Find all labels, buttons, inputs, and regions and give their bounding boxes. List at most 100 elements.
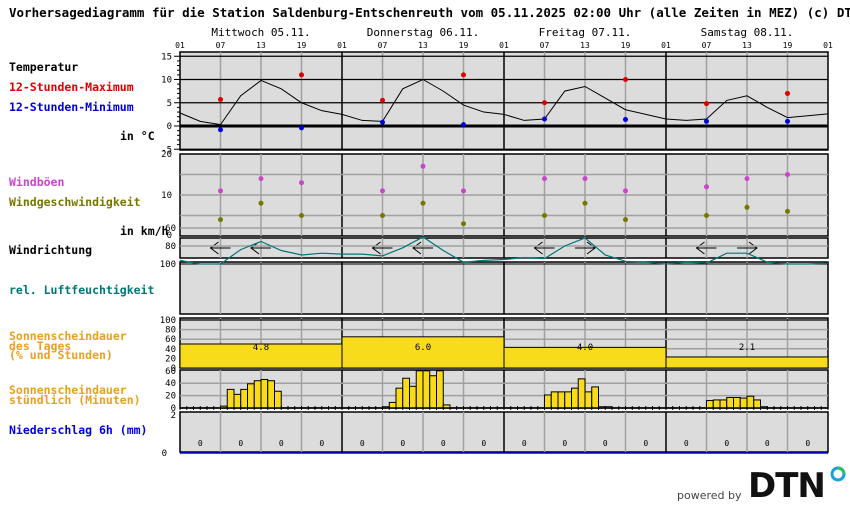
sun-hour-ytick: 40 [165, 379, 176, 389]
sun-hour-bar [571, 387, 579, 409]
sun-hour-bar [739, 397, 748, 409]
hour-tick: 01 [823, 41, 833, 50]
precip-value: 0 [805, 439, 810, 448]
arrow-left-icon [695, 241, 717, 255]
gust-marker [623, 188, 628, 194]
humidity-ytick: 60 [165, 224, 176, 234]
sun-hour-bar [733, 396, 741, 409]
min-marker [542, 116, 547, 122]
label-sun-hour-2: stündlich (Minuten) [9, 393, 141, 407]
label-sun-day-2: des Tages [9, 339, 72, 353]
arrow-left-icon [209, 241, 231, 255]
temp-ytick: 0 [167, 122, 172, 132]
min-marker [461, 122, 466, 128]
sun-hour-bar [712, 399, 721, 409]
label-humidity: rel. Luftfeuchtigkeit [9, 283, 155, 297]
speed-marker [704, 213, 709, 218]
sun-hour-bar [726, 396, 734, 409]
max-marker [704, 101, 709, 107]
speed-marker [380, 213, 385, 218]
sun-hour-bar [706, 400, 714, 409]
hour-tick: 19 [621, 41, 631, 50]
precip-ytick: 0 [162, 449, 167, 459]
sun-hour-bar [544, 394, 552, 409]
arrow-left-icon [412, 241, 433, 255]
gust-marker [785, 172, 790, 177]
sun-day-bar [179, 343, 343, 369]
hour-tick: 19 [297, 41, 307, 50]
sun-hour-bar [402, 377, 410, 409]
sun-hour-bar [409, 385, 417, 409]
precip-value: 0 [441, 439, 446, 448]
sun-hour-bar [274, 390, 282, 409]
sun-day-ytick: 60 [165, 335, 176, 345]
label-sun-day-1: Sonnenscheindauer [9, 329, 127, 343]
wind-ytick: 10 [161, 191, 172, 201]
arrow-right-icon [737, 241, 758, 255]
humidity-ytick: 100 [160, 260, 176, 270]
sun-hour-bar [240, 388, 248, 409]
gust-marker [218, 188, 223, 194]
sun-hour-ytick: 0 [171, 404, 176, 414]
humidity-ytick: 80 [165, 242, 176, 252]
gust-marker [258, 176, 264, 182]
speed-marker [461, 221, 466, 227]
max-marker [380, 97, 385, 103]
gust-marker [420, 163, 426, 169]
hour-tick: 13 [418, 41, 428, 50]
arrow-left-icon [371, 241, 393, 255]
sun-hour-bar [577, 378, 586, 409]
label-min12: 12-Stunden-Minimum [9, 100, 134, 114]
max-marker [623, 77, 628, 82]
min-marker [623, 116, 628, 122]
max-marker [299, 72, 304, 78]
hour-tick: 19 [459, 41, 469, 50]
speed-marker [258, 200, 264, 206]
sun-day-ytick: 20 [165, 354, 176, 364]
sun-hour-bar [422, 370, 431, 409]
sun-hour-bar [388, 401, 397, 409]
temperature-line [179, 78, 829, 126]
min-marker [218, 127, 223, 133]
sun-day-bar [665, 356, 829, 369]
sun-hour-ytick: 20 [165, 392, 176, 402]
sun-hour-bar [557, 391, 566, 409]
min-marker [704, 118, 709, 124]
sun-day-ytick: 40 [165, 345, 176, 355]
precip-value: 0 [400, 439, 405, 448]
hour-tick: 07 [702, 41, 712, 50]
gust-marker [299, 180, 304, 186]
wind-ytick: 20 [161, 150, 172, 160]
gust-marker [542, 176, 547, 182]
powered-by-text: powered by [677, 489, 742, 502]
speed-marker [744, 204, 750, 210]
temp-unit: in °C [120, 129, 155, 143]
label-temperature: Temperatur [9, 60, 79, 74]
sun-day-value: 4.8 [253, 343, 269, 353]
precip-value: 0 [481, 439, 486, 448]
temp-ytick: 15 [161, 52, 172, 62]
speed-marker [623, 217, 628, 223]
hour-tick: 13 [742, 41, 752, 50]
sun-hour-bar [429, 375, 437, 409]
sun-hour-bar [584, 391, 593, 409]
min-marker [785, 118, 790, 124]
sun-day-ytick: 0 [171, 364, 176, 374]
precip-value: 0 [724, 439, 729, 448]
sun-hour-bar [395, 387, 404, 409]
precip-value: 0 [319, 439, 324, 448]
precip-value: 0 [765, 439, 770, 448]
precip-value: 0 [198, 439, 203, 448]
hour-tick: 13 [256, 41, 266, 50]
precip-value: 0 [684, 439, 689, 448]
sun-hour-bar [267, 380, 275, 409]
max-marker [218, 96, 223, 102]
sun-hour-bar [436, 370, 444, 409]
hour-tick: 07 [540, 41, 550, 50]
precip-value: 0 [562, 439, 567, 448]
hour-tick: 01 [661, 41, 671, 50]
sun-day-value: 6.0 [415, 343, 431, 353]
sun-day-ytick: 100 [160, 316, 176, 326]
arrow-right-icon [575, 241, 596, 255]
